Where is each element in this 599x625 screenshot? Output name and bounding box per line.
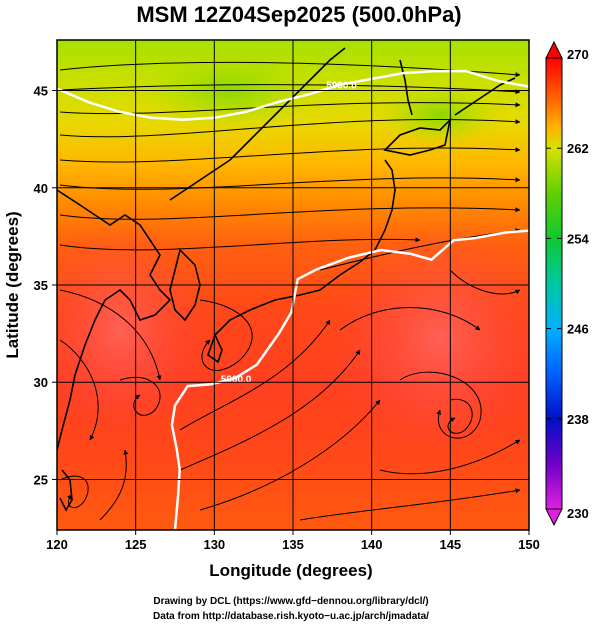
credit-line-2: Data from http://database.rish.kyoto−u.a… <box>153 611 429 622</box>
grid-layer <box>57 40 529 530</box>
streamline <box>379 439 521 475</box>
y-tick-label: 35 <box>34 278 48 293</box>
warm-core-east <box>330 220 529 460</box>
colorbar-tick-label: 254 <box>567 231 589 246</box>
x-tick-label: 130 <box>203 537 225 552</box>
streamline <box>59 118 521 138</box>
coastline-sakhalin <box>399 59 413 116</box>
y-axis: 25 30 35 40 45 <box>34 84 57 487</box>
coastline-korea <box>169 248 201 322</box>
y-axis-title: Latitude (degrees) <box>3 211 22 358</box>
streamline <box>399 371 482 439</box>
contour-label: 5900.0 <box>326 81 357 92</box>
streamline <box>199 399 381 511</box>
green-patch-east <box>380 85 500 145</box>
colorbar-tick-label: 270 <box>567 47 589 62</box>
colorbar: 230 238 246 254 262 270 <box>545 40 589 527</box>
x-tick-label: 135 <box>282 537 304 552</box>
coastline-taiwan <box>59 469 73 512</box>
contour-label: 5900.0 <box>221 374 252 385</box>
streamline <box>59 289 162 381</box>
warm-core-west <box>57 220 210 440</box>
x-tick-label: 145 <box>439 537 461 552</box>
chart-title: MSM 12Z04Sep2025 (500.0hPa) <box>136 2 461 27</box>
coastline-manchuria <box>169 47 346 201</box>
coastlines <box>57 47 516 512</box>
x-tick-label: 150 <box>518 537 540 552</box>
streamline <box>59 237 421 251</box>
colorbar-tick-label: 238 <box>567 412 589 427</box>
colorbar-tick-label: 246 <box>567 322 589 337</box>
streamline <box>339 307 481 331</box>
credit-line-1: Drawing by DCL (https://www.gfd−dennou.o… <box>153 596 428 607</box>
colorbar-tick-label: 230 <box>567 506 589 521</box>
y-tick-label: 45 <box>34 84 48 99</box>
plot-area: 5900.0 5900.0 <box>57 40 529 530</box>
x-axis-title: Longitude (degrees) <box>209 561 372 580</box>
y-tick-label: 30 <box>34 375 48 390</box>
x-tick-label: 120 <box>46 537 68 552</box>
streamlines <box>59 61 521 521</box>
streamline <box>119 376 161 416</box>
streamline <box>59 177 521 190</box>
green-patch-north <box>140 50 320 130</box>
streamline <box>199 299 253 371</box>
streamline <box>59 207 521 220</box>
y-tick-label: 25 <box>34 472 48 487</box>
y-tick-label: 40 <box>34 181 48 196</box>
coastline-kyushu <box>207 332 223 364</box>
streamline <box>59 84 521 95</box>
colorbar-tick-label: 262 <box>567 141 589 156</box>
streamline <box>99 449 129 521</box>
colorbar-min-arrow <box>545 508 563 527</box>
streamline <box>179 349 361 471</box>
colorbar-max-arrow <box>545 40 563 59</box>
streamline <box>179 319 331 431</box>
streamline <box>447 398 473 434</box>
streamline <box>59 147 521 163</box>
coastline-asia <box>57 189 172 451</box>
colorbar-gradient <box>545 57 563 510</box>
streamline <box>449 269 521 295</box>
streamline <box>59 61 521 78</box>
contour-line <box>170 229 529 530</box>
x-tick-label: 140 <box>361 537 383 552</box>
streamline <box>299 488 521 521</box>
coastline-japan <box>214 159 396 336</box>
x-axis: 120 125 130 135 140 145 150 <box>46 530 540 552</box>
x-tick-label: 125 <box>125 537 147 552</box>
streamline <box>59 475 89 509</box>
